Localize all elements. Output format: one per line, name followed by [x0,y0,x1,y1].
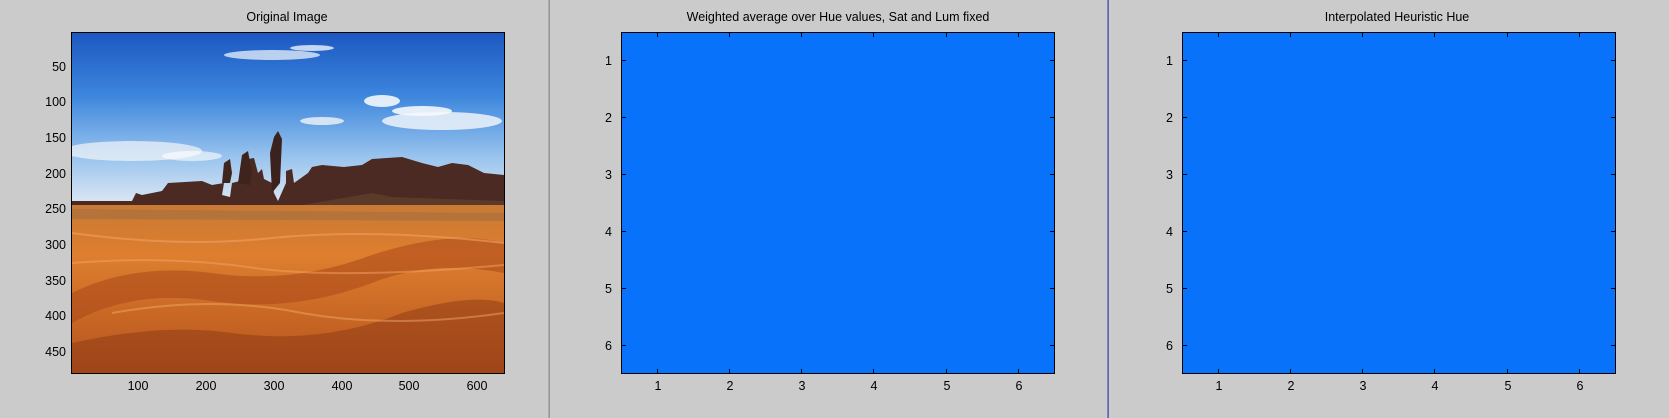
y-tick-label: 250 [45,202,66,216]
x-tick-mark [729,33,730,37]
x-tick-label: 600 [466,379,488,393]
hue-matrix-plot [621,32,1055,374]
y-tick-label: 3 [1166,168,1173,182]
y-tick-label: 5 [605,282,612,296]
x-tick-mark [1290,369,1291,373]
panel-divider[interactable] [1107,0,1109,418]
interpolated-hue-plot [1182,32,1616,374]
x-tick-mark [801,369,802,373]
y-tick-label: 350 [45,274,66,288]
x-tick-mark [1362,369,1363,373]
x-tick-label: 6 [1576,379,1584,393]
x-tick-mark [801,33,802,37]
axes-title: Original Image [246,10,328,24]
y-tick-label: 5 [1166,282,1173,296]
x-tick-mark [729,369,730,373]
x-tick-mark [1290,33,1291,37]
y-tick-mark [1611,174,1615,175]
y-tick-label: 4 [605,225,612,239]
x-tick-mark [657,33,658,37]
y-tick-label: 4 [1166,225,1173,239]
y-tick-mark [1050,117,1054,118]
y-tick-label: 450 [45,345,66,359]
figure-panel-weighted-average: Weighted average over Hue values, Sat an… [550,0,1107,418]
x-tick-mark [946,369,947,373]
y-tick-label: 3 [605,168,612,182]
y-tick-mark [1050,174,1054,175]
y-tick-mark [1183,174,1187,175]
y-tick-label: 2 [605,111,612,125]
x-tick-mark [657,369,658,373]
y-tick-label: 6 [605,339,612,353]
y-tick-mark [1183,231,1187,232]
x-tick-mark [1018,33,1019,37]
y-tick-label: 2 [1166,111,1173,125]
x-tick-mark [1218,33,1219,37]
x-tick-mark [1218,369,1219,373]
y-tick-label: 400 [45,309,66,323]
y-tick-label: 1 [605,54,612,68]
x-tick-label: 2 [726,379,734,393]
original-image-plot [71,32,505,374]
x-tick-mark [1507,33,1508,37]
y-tick-mark [1611,60,1615,61]
x-tick-label: 1 [654,379,662,393]
x-tick-label: 6 [1015,379,1023,393]
x-tick-mark [1579,33,1580,37]
x-tick-label: 5 [1504,379,1512,393]
y-tick-label: 200 [45,167,66,181]
y-tick-mark [622,231,626,232]
y-tick-mark [1050,345,1054,346]
x-tick-mark [1018,369,1019,373]
y-tick-mark [1611,117,1615,118]
x-tick-mark [1434,33,1435,37]
x-tick-mark [1362,33,1363,37]
x-tick-label: 500 [398,379,420,393]
x-tick-label: 3 [798,379,806,393]
y-tick-label: 300 [45,238,66,252]
x-tick-mark [873,369,874,373]
x-tick-mark [1579,369,1580,373]
x-tick-label: 1 [1215,379,1223,393]
y-tick-mark [1050,288,1054,289]
y-tick-label: 1 [1166,54,1173,68]
x-tick-label: 400 [331,379,353,393]
y-tick-label: 6 [1166,339,1173,353]
y-tick-mark [1183,345,1187,346]
panel-divider[interactable] [548,0,550,418]
x-tick-mark [1434,369,1435,373]
x-tick-label: 5 [943,379,951,393]
figure-panel-original: Original Image [0,0,548,418]
x-tick-mark [946,33,947,37]
y-tick-mark [1183,117,1187,118]
y-tick-mark [1050,60,1054,61]
y-tick-mark [1050,231,1054,232]
axes-title: Weighted average over Hue values, Sat an… [686,10,990,24]
figure-panel-interpolated-hue: Interpolated Heuristic Hue 1 2 3 4 5 6 1… [1109,0,1669,418]
y-tick-label: 50 [52,60,66,74]
desert-landscape-image [72,33,504,373]
x-tick-label: 4 [870,379,878,393]
x-tick-label: 3 [1359,379,1367,393]
x-tick-label: 200 [195,379,217,393]
axes-title: Interpolated Heuristic Hue [1324,10,1470,24]
y-tick-label: 150 [45,131,66,145]
y-tick-label: 100 [45,95,66,109]
y-tick-mark [622,60,626,61]
y-tick-mark [622,174,626,175]
x-tick-label: 4 [1431,379,1439,393]
y-tick-mark [622,288,626,289]
y-tick-mark [1611,345,1615,346]
x-tick-label: 300 [263,379,285,393]
x-tick-label: 100 [127,379,149,393]
x-tick-mark [873,33,874,37]
y-tick-mark [1611,231,1615,232]
y-tick-mark [1183,60,1187,61]
x-tick-mark [1507,369,1508,373]
x-tick-label: 2 [1287,379,1295,393]
y-tick-mark [1611,288,1615,289]
y-tick-mark [1183,288,1187,289]
y-tick-mark [622,345,626,346]
y-tick-mark [622,117,626,118]
